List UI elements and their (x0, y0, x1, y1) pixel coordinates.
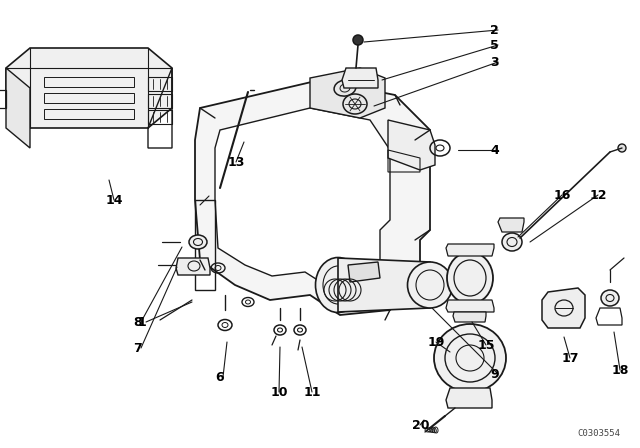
Text: 12: 12 (590, 189, 607, 202)
Polygon shape (542, 288, 585, 328)
Ellipse shape (210, 187, 226, 199)
Text: 1: 1 (138, 315, 147, 328)
Text: 19: 19 (428, 336, 445, 349)
Ellipse shape (447, 252, 493, 304)
Polygon shape (498, 218, 524, 232)
Text: 16: 16 (554, 189, 572, 202)
Text: 8: 8 (133, 315, 141, 328)
Text: 14: 14 (106, 194, 124, 207)
Bar (44, 77, 134, 87)
Polygon shape (6, 68, 30, 148)
Bar (44, 93, 134, 103)
Text: 9: 9 (490, 367, 499, 380)
Polygon shape (195, 80, 430, 315)
Text: 20: 20 (412, 418, 429, 431)
Text: 11: 11 (304, 385, 321, 399)
Polygon shape (338, 258, 430, 312)
Polygon shape (388, 120, 435, 170)
Polygon shape (215, 108, 390, 288)
Polygon shape (453, 312, 486, 322)
Polygon shape (446, 300, 494, 312)
Polygon shape (6, 48, 172, 128)
Text: 10: 10 (271, 385, 289, 399)
Text: 15: 15 (478, 339, 495, 352)
Text: 4: 4 (490, 143, 499, 156)
Text: C0303554: C0303554 (577, 429, 620, 438)
Polygon shape (310, 68, 385, 118)
Text: 3: 3 (490, 56, 499, 69)
Text: 6: 6 (215, 370, 223, 383)
Ellipse shape (601, 290, 619, 306)
Bar (44, 109, 134, 119)
Polygon shape (342, 68, 378, 88)
Ellipse shape (502, 233, 522, 251)
Circle shape (353, 35, 363, 45)
Ellipse shape (189, 235, 207, 249)
Text: 13: 13 (228, 155, 245, 168)
Polygon shape (176, 258, 210, 275)
Text: 17: 17 (562, 352, 579, 365)
Circle shape (618, 144, 626, 152)
Text: 7: 7 (133, 341, 141, 354)
Ellipse shape (343, 94, 367, 114)
Ellipse shape (434, 324, 506, 392)
Polygon shape (446, 388, 492, 408)
Ellipse shape (316, 258, 360, 313)
Ellipse shape (408, 262, 452, 308)
Text: 18: 18 (612, 363, 629, 376)
Polygon shape (446, 244, 494, 256)
Text: 5: 5 (490, 39, 499, 52)
Text: 2: 2 (490, 23, 499, 36)
Polygon shape (348, 262, 380, 282)
